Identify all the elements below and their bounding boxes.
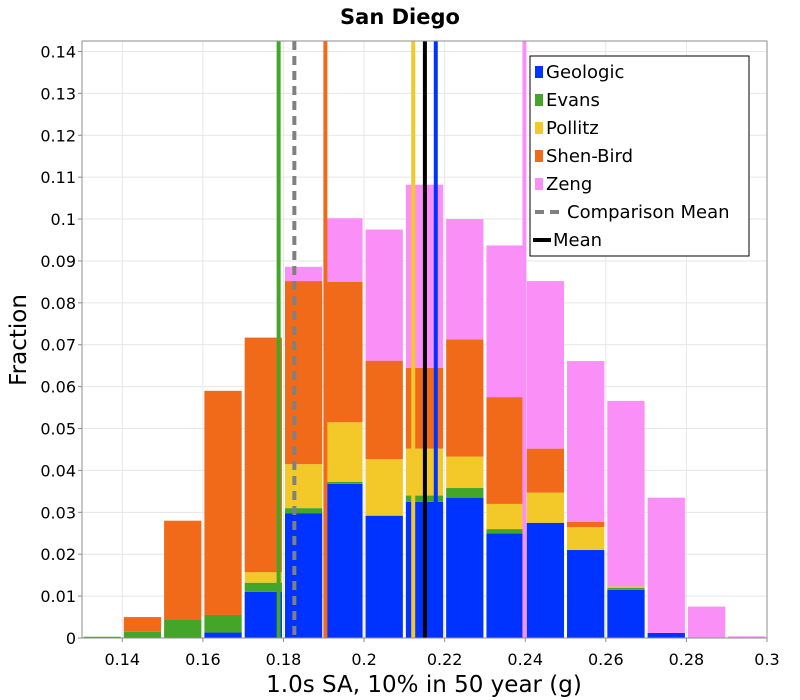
bar-geologic-3 xyxy=(204,632,242,638)
y-tick-label-4: 0.04 xyxy=(40,461,76,480)
x-tick-label-6: 0.26 xyxy=(588,650,624,669)
bar-shen-bird-5 xyxy=(284,281,323,465)
x-axis-label: 1.0s SA, 10% in 50 year (g) xyxy=(266,672,582,698)
x-tick-label-2: 0.18 xyxy=(266,650,302,669)
bar-zeng-10 xyxy=(486,245,524,398)
y-axis-label: Fraction xyxy=(6,294,32,386)
bar-shen-bird-12 xyxy=(567,521,605,527)
bar-evans-10 xyxy=(486,529,524,534)
bar-geologic-14 xyxy=(647,632,685,638)
bar-zeng-14 xyxy=(647,497,685,633)
chart-title: San Diego xyxy=(340,5,460,29)
y-tick-label-5: 0.05 xyxy=(40,420,76,439)
bar-zeng-13 xyxy=(607,400,645,587)
bar-evans-3 xyxy=(204,614,242,633)
y-tick-label-2: 0.02 xyxy=(40,545,76,564)
bar-shen-bird-7 xyxy=(365,360,403,460)
legend-swatch-shen-bird xyxy=(535,150,543,162)
bar-shen-bird-10 xyxy=(486,397,524,504)
legend-label-mean: Mean xyxy=(553,230,602,251)
legend-label-evans: Evans xyxy=(546,90,600,111)
bar-stacks xyxy=(83,184,766,638)
y-tick-label-10: 0.1 xyxy=(51,210,76,229)
legend-swatch-zeng xyxy=(535,178,543,190)
bar-pollitz-9 xyxy=(446,456,484,489)
bar-zeng-15 xyxy=(687,606,726,638)
legend-label-pollitz: Pollitz xyxy=(546,118,599,139)
y-tick-label-7: 0.07 xyxy=(40,336,76,355)
bar-zeng-6 xyxy=(325,218,363,282)
legend-label-geologic: Geologic xyxy=(546,62,624,83)
legend-swatch-evans xyxy=(535,94,543,106)
bar-zeng-12 xyxy=(567,361,605,522)
bar-pollitz-6 xyxy=(325,422,363,482)
mean-lines xyxy=(276,41,527,638)
bar-shen-bird-2 xyxy=(164,520,202,620)
bar-zeng-5 xyxy=(284,266,323,282)
y-axis-ticks: 0 0.01 0.02 0.03 0.04 0.05 0.06 0.07 0.08 0.09 0.1… xyxy=(40,42,82,648)
y-tick-label-1: 0.01 xyxy=(40,587,76,606)
bar-evans-13 xyxy=(607,587,645,590)
x-tick-label-3: 0.2 xyxy=(351,650,376,669)
bar-evans-6 xyxy=(325,481,363,484)
y-tick-label-6: 0.06 xyxy=(40,378,76,397)
legend: Geologic Evans Pollitz Shen-Bird Zeng Compari… xyxy=(529,55,750,257)
bar-evans-1 xyxy=(123,631,162,638)
y-tick-label-3: 0.03 xyxy=(40,503,76,522)
x-tick-label-7: 0.28 xyxy=(669,650,705,669)
x-tick-label-8: 0.3 xyxy=(754,650,779,669)
x-tick-label-0: 0.14 xyxy=(104,650,140,669)
legend-swatch-pollitz xyxy=(535,122,543,134)
bar-zeng-7 xyxy=(365,229,403,361)
y-tick-label-11: 0.11 xyxy=(40,168,76,187)
bar-evans-5 xyxy=(284,508,323,514)
y-tick-label-12: 0.12 xyxy=(40,126,76,145)
bar-geologic-13 xyxy=(607,589,645,638)
bar-geologic-10 xyxy=(486,533,524,638)
legend-swatch-geologic xyxy=(535,66,543,78)
bar-pollitz-11 xyxy=(526,492,565,523)
bar-shen-bird-11 xyxy=(526,448,565,493)
bar-shen-bird-9 xyxy=(446,339,484,457)
bar-zeng-16 xyxy=(728,636,766,638)
y-tick-label-14: 0.14 xyxy=(40,42,76,61)
bar-pollitz-7 xyxy=(365,459,403,516)
legend-box xyxy=(529,55,750,257)
bar-geologic-7 xyxy=(365,515,403,638)
x-tick-label-5: 0.24 xyxy=(507,650,543,669)
y-tick-label-13: 0.13 xyxy=(40,84,76,103)
x-axis-ticks: 0.14 0.16 0.18 0.2 0.22 0.24 0.26 0.28 0.3 xyxy=(104,638,780,669)
y-tick-label-8: 0.08 xyxy=(40,294,76,313)
bar-shen-bird-1 xyxy=(123,617,162,632)
bar-shen-bird-4 xyxy=(244,337,282,573)
bar-geologic-11 xyxy=(526,522,565,638)
x-tick-label-1: 0.16 xyxy=(185,650,221,669)
bar-pollitz-12 xyxy=(567,526,605,551)
legend-label-zeng: Zeng xyxy=(546,174,592,195)
bar-shen-bird-3 xyxy=(204,390,242,615)
x-tick-label-4: 0.22 xyxy=(427,650,463,669)
bar-geologic-5 xyxy=(284,513,323,638)
bar-pollitz-5 xyxy=(284,464,323,509)
bar-pollitz-4 xyxy=(244,572,282,583)
bar-pollitz-10 xyxy=(486,503,524,530)
bar-evans-2 xyxy=(164,619,202,638)
bar-zeng-9 xyxy=(446,219,484,340)
y-tick-label-9: 0.09 xyxy=(40,252,76,271)
bar-geologic-12 xyxy=(567,550,605,638)
bar-evans-4 xyxy=(244,582,282,592)
bar-zeng-11 xyxy=(526,281,565,449)
bar-geologic-4 xyxy=(244,591,282,638)
plot-border xyxy=(81,40,768,639)
bar-pollitz-13 xyxy=(607,586,645,588)
bar-geologic-6 xyxy=(325,483,363,638)
y-tick-label-0: 0 xyxy=(66,629,76,648)
legend-label-shen-bird: Shen-Bird xyxy=(546,146,633,167)
bar-geologic-9 xyxy=(446,497,484,638)
bar-shen-bird-6 xyxy=(325,281,363,423)
bar-evans-9 xyxy=(446,488,484,498)
legend-label-comparison-mean: Comparison Mean xyxy=(567,202,730,223)
bar-evans-0 xyxy=(83,636,121,638)
